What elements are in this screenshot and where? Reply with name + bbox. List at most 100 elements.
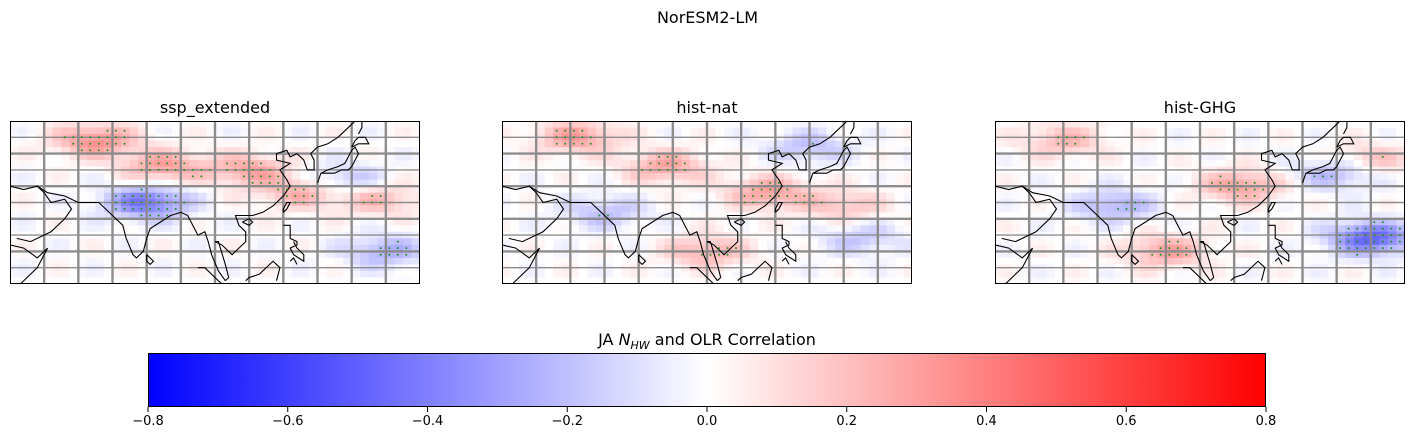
heatmap-cell (544, 127, 554, 135)
heatmap-cell (351, 270, 361, 278)
heatmap-cell (800, 205, 810, 213)
heatmap-cell (783, 173, 793, 181)
heatmap-cell (570, 270, 580, 278)
heatmap-cell (1157, 173, 1167, 181)
heatmap-cell (1387, 127, 1397, 135)
heatmap-cell (1319, 251, 1329, 259)
heatmap-cell (852, 238, 862, 246)
heatmap-cell (715, 147, 725, 154)
heatmap-cell (578, 257, 588, 265)
heatmap-cell (1003, 147, 1013, 154)
heatmap-cell (360, 173, 370, 181)
heatmap-cell (1046, 127, 1056, 135)
stipple-dot (555, 142, 558, 145)
stipple-dot (1074, 136, 1077, 139)
heatmap-cell (249, 244, 259, 252)
heatmap-cell (1071, 251, 1081, 259)
heatmap-cell (638, 277, 648, 284)
heatmap-cell (1003, 218, 1013, 226)
stipple-dot (1390, 227, 1393, 230)
heatmap-cell (1200, 192, 1209, 200)
heatmap-cell (1353, 251, 1363, 259)
heatmap-cell (155, 212, 165, 220)
heatmap-cell (1174, 140, 1184, 148)
heatmap-cell (741, 205, 751, 213)
heatmap-cell (1302, 140, 1312, 148)
heatmap-cell (741, 121, 751, 128)
heatmap-cell (257, 147, 267, 154)
heatmap-cell (1345, 186, 1355, 194)
heatmap-cell (818, 218, 827, 226)
heatmap-cell (215, 257, 224, 265)
heatmap-cell (1208, 147, 1218, 154)
heatmap-cell (638, 186, 648, 194)
heatmap-cell (138, 147, 148, 154)
heatmap-cell (621, 179, 631, 187)
stipple-dot (234, 162, 237, 165)
heatmap-cell (215, 179, 224, 187)
heatmap-cell (672, 192, 682, 200)
heatmap-cell (741, 127, 751, 135)
heatmap-cell (1285, 127, 1295, 135)
heatmap-cell (800, 192, 810, 200)
heatmap-cell (18, 218, 28, 226)
heatmap-cell (146, 225, 156, 233)
heatmap-cell (308, 160, 318, 168)
heatmap-cell (1131, 212, 1141, 220)
heatmap-cell (103, 192, 113, 200)
heatmap-cell (1182, 238, 1192, 246)
heatmap-cell (377, 192, 387, 200)
heatmap-cell (44, 205, 54, 213)
heatmap-cell (1088, 205, 1098, 213)
heatmap-cell (172, 186, 182, 194)
heatmap-cell (578, 225, 588, 233)
heatmap-cell (103, 277, 113, 284)
heatmap-cell (1345, 257, 1355, 265)
heatmap-cell (835, 160, 845, 168)
heatmap-cell (385, 212, 395, 220)
heatmap-cell (1387, 147, 1397, 154)
heatmap-cell (519, 225, 529, 233)
heatmap-cell (544, 147, 554, 154)
heatmap-cell (707, 192, 716, 200)
heatmap-cell (1191, 140, 1201, 148)
heatmap-cell (69, 218, 79, 226)
heatmap-cell (732, 205, 742, 213)
heatmap-cell (732, 244, 742, 252)
heatmap-cell (595, 244, 605, 252)
heatmap-cell (1370, 160, 1380, 168)
heatmap-cell (1379, 257, 1389, 265)
stipple-dot (174, 162, 177, 165)
heatmap-cell (368, 127, 378, 135)
heatmap-cell (197, 218, 207, 226)
heatmap-cell (502, 173, 511, 181)
heatmap-cell (519, 192, 529, 200)
heatmap-cell (1276, 147, 1286, 154)
heatmap-cell (1182, 212, 1192, 220)
heatmap-cell (334, 173, 344, 181)
heatmap-cell (1114, 127, 1124, 135)
heatmap-cell (1225, 270, 1235, 278)
heatmap-cell (1148, 225, 1158, 233)
heatmap-cell (180, 121, 190, 128)
heatmap-cell (1071, 238, 1081, 246)
heatmap-cell (1276, 257, 1286, 265)
heatmap-cell (903, 212, 912, 220)
heatmap-cell (368, 140, 378, 148)
heatmap-cell (792, 244, 802, 252)
heatmap-cell (877, 244, 887, 252)
stipple-dot (769, 181, 772, 184)
heatmap-cell (1131, 160, 1141, 168)
heatmap-cell (1012, 147, 1022, 154)
heatmap-cell (129, 153, 139, 161)
heatmap-cell (1370, 186, 1380, 194)
heatmap-cell (1259, 186, 1269, 194)
heatmap-cell (103, 173, 113, 181)
colorbar-frame (148, 353, 1266, 407)
heatmap-cell (1191, 186, 1201, 194)
heatmap-cell (1063, 121, 1073, 128)
heatmap-cell (61, 179, 71, 187)
heatmap-cell (1302, 218, 1312, 226)
heatmap-cell (1293, 192, 1303, 200)
heatmap-cell (1268, 205, 1278, 213)
